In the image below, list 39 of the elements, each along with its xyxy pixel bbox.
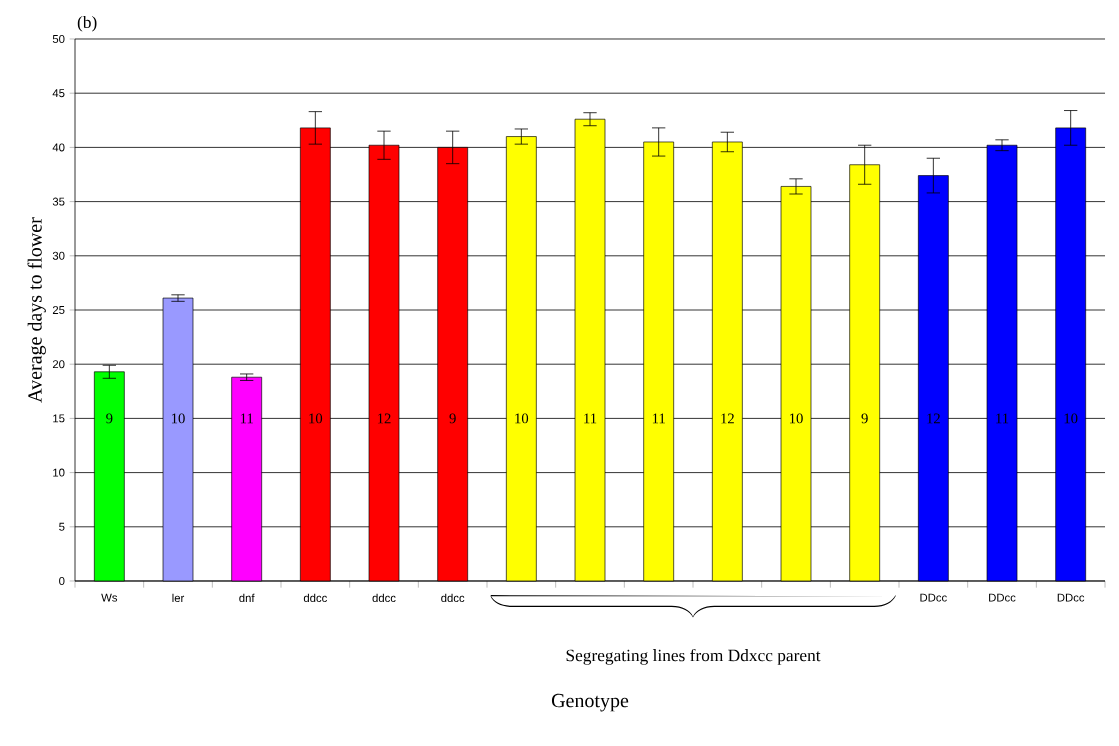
annotation: 10 — [309, 413, 323, 424]
y-tick-label: 0 — [59, 577, 65, 586]
text: Segregating lines from Ddxcc parent — [566, 648, 821, 665]
y-tick-label: 45 — [52, 89, 65, 98]
x-tick-label: ddcc — [372, 593, 396, 603]
annotation: 9 — [449, 413, 456, 424]
x-axis-title: Genotype — [551, 693, 629, 712]
annotation: 10 — [1064, 413, 1078, 424]
annotation: 12 — [721, 413, 734, 424]
annotation: 9 — [106, 413, 113, 424]
x-tick-label: ddcc — [303, 593, 328, 603]
annotation: 9 — [861, 413, 868, 424]
y-tick-label: 50 — [52, 35, 65, 44]
y-tick-label: 25 — [52, 306, 65, 315]
annotation: 12 — [927, 413, 940, 424]
x-tick-label: ler — [172, 593, 185, 603]
y-tick-label: 15 — [53, 414, 65, 423]
annotation: 10 — [515, 413, 529, 424]
y-axis-title: Average days to flower — [27, 217, 46, 403]
x-tick-label: DDcc — [920, 593, 947, 602]
annotation: 11 — [584, 413, 597, 424]
x-tick-label: DDcc — [989, 593, 1016, 602]
annotation: 12 — [377, 413, 391, 424]
x-tick-label: Ws — [101, 593, 118, 602]
y-tick-label: 20 — [52, 360, 65, 369]
y-tick-label: 30 — [52, 251, 65, 260]
x-tick-label: dnf — [239, 593, 255, 603]
annotation: 11 — [240, 413, 253, 424]
annotation: 10 — [171, 413, 185, 424]
y-tick-label: 5 — [59, 522, 65, 531]
annotation: 11 — [996, 413, 1009, 424]
y-tick-label: 40 — [52, 143, 65, 152]
chart-title: (b) — [77, 15, 97, 32]
y-tick-label: 35 — [52, 197, 65, 206]
x-tick-label: ddcc — [441, 593, 465, 603]
x-tick-label: DDcc — [1057, 593, 1085, 602]
y-tick-label: 10 — [53, 468, 65, 477]
annotation: 10 — [789, 413, 803, 424]
annotation: 11 — [652, 413, 665, 424]
